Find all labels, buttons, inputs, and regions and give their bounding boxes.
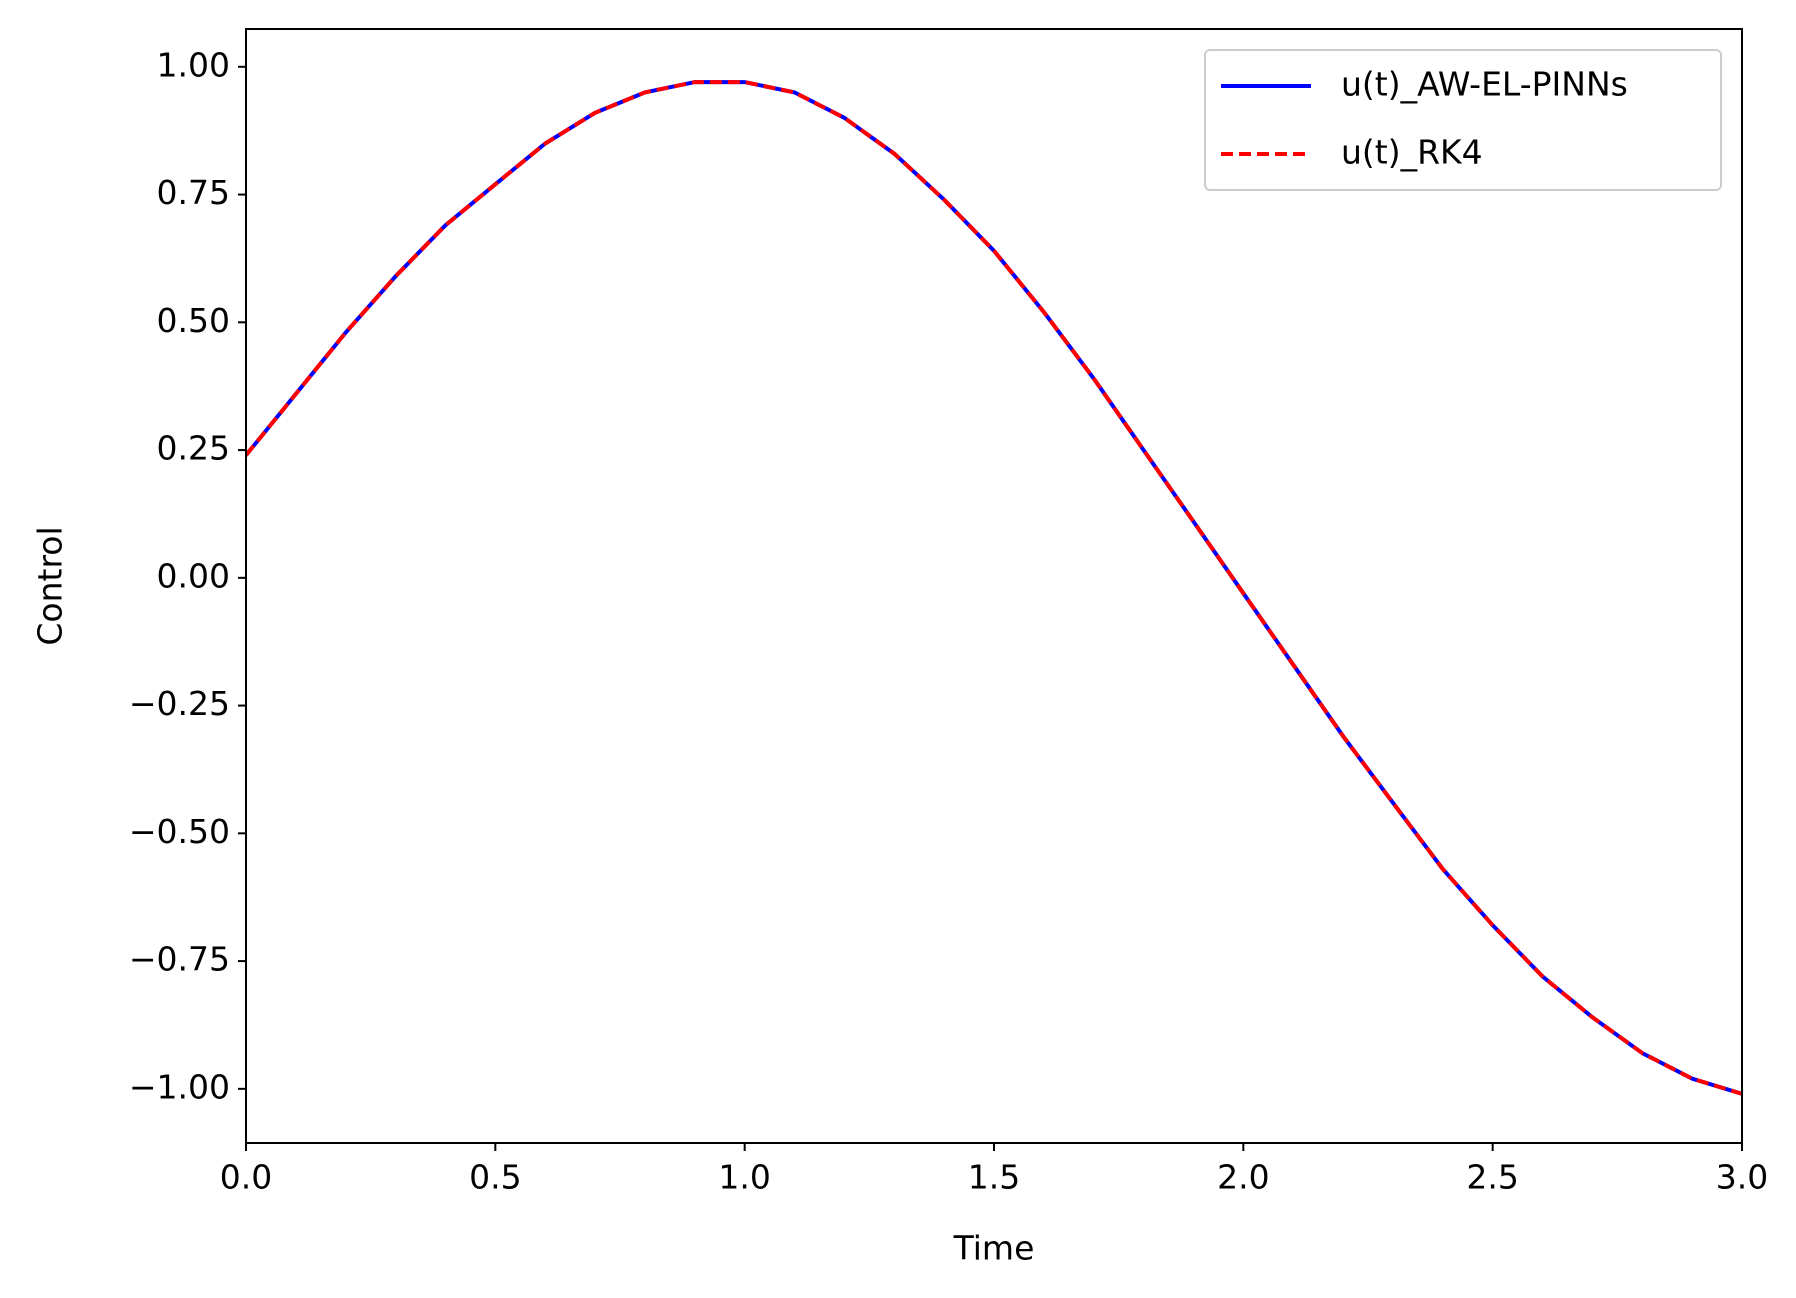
legend-label: u(t)_AW-EL-PINNs: [1341, 65, 1628, 104]
x-tick-label: 1.5: [968, 1158, 1020, 1197]
line-series: [246, 80, 1742, 1096]
y-tick-label: 0.50: [157, 301, 230, 340]
y-tick-label: −0.75: [129, 940, 230, 979]
legend-label: u(t)_RK4: [1341, 133, 1483, 172]
y-tick-label: 0.75: [157, 173, 230, 212]
x-tick-label: 2.0: [1217, 1158, 1269, 1197]
y-tick-label: −1.00: [129, 1067, 230, 1106]
y-tick-label: −0.50: [129, 812, 230, 851]
y-tick-label: 1.00: [157, 45, 230, 84]
x-axis-label: Time: [953, 1229, 1035, 1268]
line-series: [246, 80, 1742, 1096]
x-tick-label: 3.0: [1716, 1158, 1768, 1197]
x-tick-label: 0.0: [220, 1158, 272, 1197]
y-tick-label: 0.25: [157, 429, 230, 468]
plot-frame: [245, 28, 1743, 1144]
legend-box: [1204, 49, 1722, 191]
x-tick-label: 1.0: [718, 1158, 770, 1197]
y-tick-label: 0.00: [157, 556, 230, 595]
x-tick-label: 0.5: [469, 1158, 521, 1197]
x-tick-label: 2.5: [1466, 1158, 1518, 1197]
y-tick-label: −0.25: [129, 684, 230, 723]
y-axis-label: Control: [31, 526, 70, 645]
